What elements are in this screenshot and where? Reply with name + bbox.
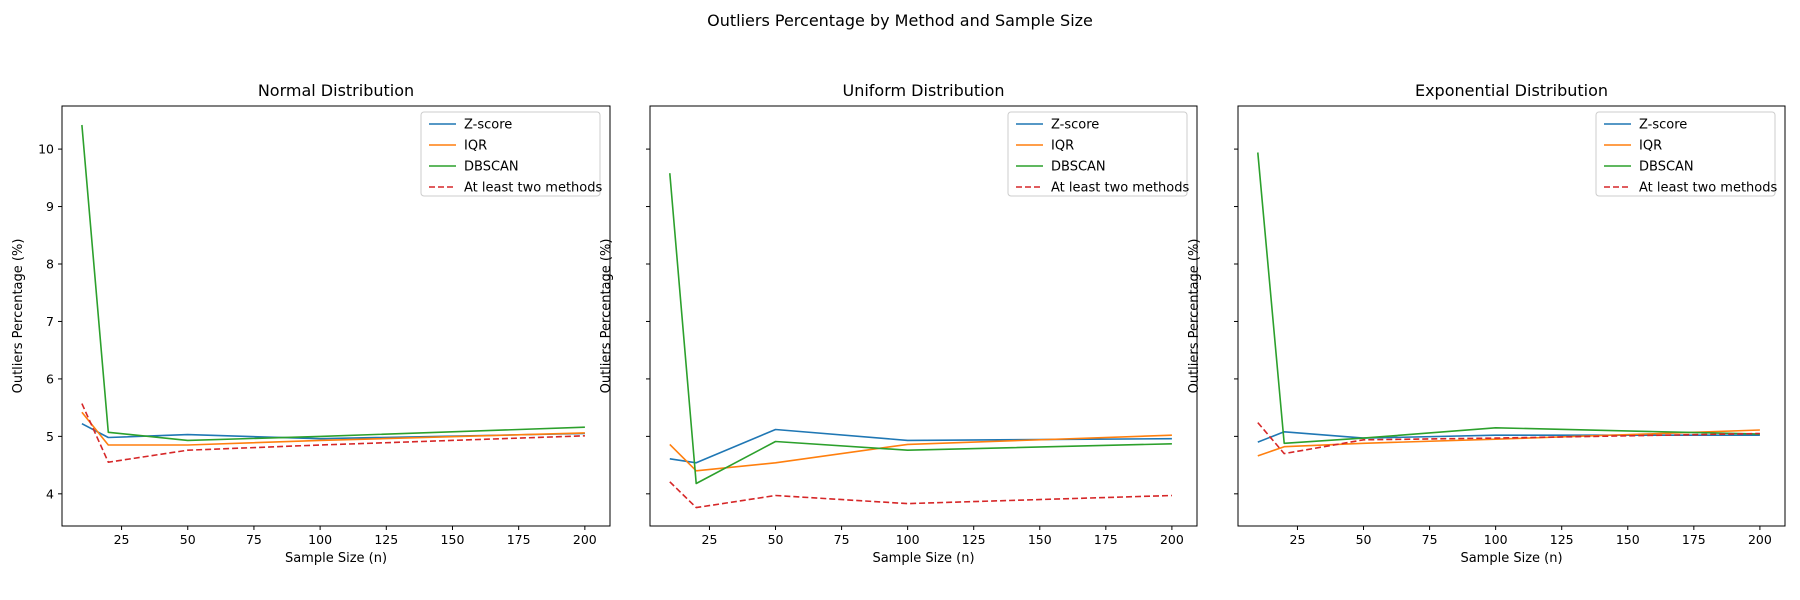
legend-label: Z-score [464, 118, 512, 133]
series-line-dbscan [669, 173, 1172, 485]
x-tick-label: 75 [834, 532, 850, 547]
legend: Z-score IQR DBSCAN At least two methods [420, 111, 602, 197]
legend-label: IQR [1051, 139, 1074, 154]
x-tick-label: 150 [1028, 532, 1052, 547]
x-tick-label: 100 [308, 532, 332, 547]
x-tick-label: 25 [1290, 532, 1306, 547]
series-line-iqr [669, 434, 1172, 472]
series-line-at-least-two-methods [1257, 422, 1760, 455]
x-tick-label: 125 [374, 532, 398, 547]
x-tick-label: 25 [114, 532, 130, 547]
legend-label: At least two methods [1639, 181, 1777, 196]
panel-2: Uniform Distribution 25 50 75 100 125 150 175 20… [599, 81, 1198, 566]
axes-frame [1237, 105, 1786, 527]
x-tick-label: 175 [1682, 532, 1706, 547]
figure-title: Outliers Percentage by Method and Sample… [707, 11, 1093, 30]
x-tick-label: 125 [1550, 532, 1574, 547]
series-line-dbscan [1257, 152, 1760, 445]
legend-label: At least two methods [1051, 181, 1189, 196]
panel-3: Exponential Distribution 25 50 75 100 125 150 1… [1187, 81, 1786, 566]
x-tick-label: 25 [702, 532, 718, 547]
legend: Z-score IQR DBSCAN At least two methods [1595, 111, 1777, 197]
legend-label: DBSCAN [1051, 160, 1106, 175]
axes-frame [61, 105, 611, 527]
panel-title: Exponential Distribution [1415, 81, 1608, 100]
axes-frame [649, 105, 1198, 527]
x-axis-label: Sample Size (n) [1460, 551, 1562, 566]
x-tick-label: 150 [1616, 532, 1640, 547]
x-tick-label: 50 [768, 532, 784, 547]
x-tick-label: 100 [896, 532, 920, 547]
y-tick-label: 10 [38, 142, 54, 157]
series-line-at-least-two-methods [669, 481, 1172, 509]
legend-label: At least two methods [464, 181, 602, 196]
legend-label: DBSCAN [1639, 160, 1694, 175]
x-tick-label: 100 [1484, 532, 1508, 547]
x-tick-label: 200 [1748, 532, 1772, 547]
x-tick-label: 200 [573, 532, 597, 547]
legend-label: IQR [1639, 139, 1662, 154]
y-tick-label: 4 [46, 486, 54, 501]
x-tick-label: 175 [507, 532, 531, 547]
y-axis-label: Outliers Percentage (%) [11, 239, 26, 394]
y-tick-label: 5 [46, 429, 54, 444]
series-line-iqr [81, 411, 585, 446]
x-tick-label: 75 [246, 532, 262, 547]
x-tick-label: 200 [1160, 532, 1184, 547]
panel-title: Uniform Distribution [842, 81, 1004, 100]
series-line-at-least-two-methods [81, 403, 585, 464]
y-tick-label: 7 [46, 314, 54, 329]
y-tick-label: 9 [46, 199, 54, 214]
y-axis-label: Outliers Percentage (%) [599, 239, 614, 394]
x-tick-label: 150 [441, 532, 465, 547]
y-tick-label: 8 [46, 257, 54, 272]
x-axis-label: Sample Size (n) [285, 551, 387, 566]
series-line-dbscan [81, 124, 585, 442]
panel-title: Normal Distribution [258, 81, 414, 100]
series-line-iqr [1257, 429, 1760, 457]
legend-label: IQR [464, 139, 487, 154]
y-axis-label: Outliers Percentage (%) [1187, 239, 1202, 394]
y-tick-label: 6 [46, 371, 54, 386]
legend: Z-score IQR DBSCAN At least two methods [1007, 111, 1189, 197]
legend-box [420, 111, 601, 197]
legend-label: DBSCAN [464, 160, 519, 175]
x-tick-label: 50 [180, 532, 196, 547]
legend-label: Z-score [1639, 118, 1687, 133]
x-tick-label: 175 [1094, 532, 1118, 547]
x-tick-label: 75 [1422, 532, 1438, 547]
legend-box [1595, 111, 1776, 197]
x-tick-label: 50 [1356, 532, 1372, 547]
x-axis-label: Sample Size (n) [872, 551, 974, 566]
legend-label: Z-score [1051, 118, 1099, 133]
legend-box [1007, 111, 1188, 197]
x-tick-label: 125 [962, 532, 986, 547]
